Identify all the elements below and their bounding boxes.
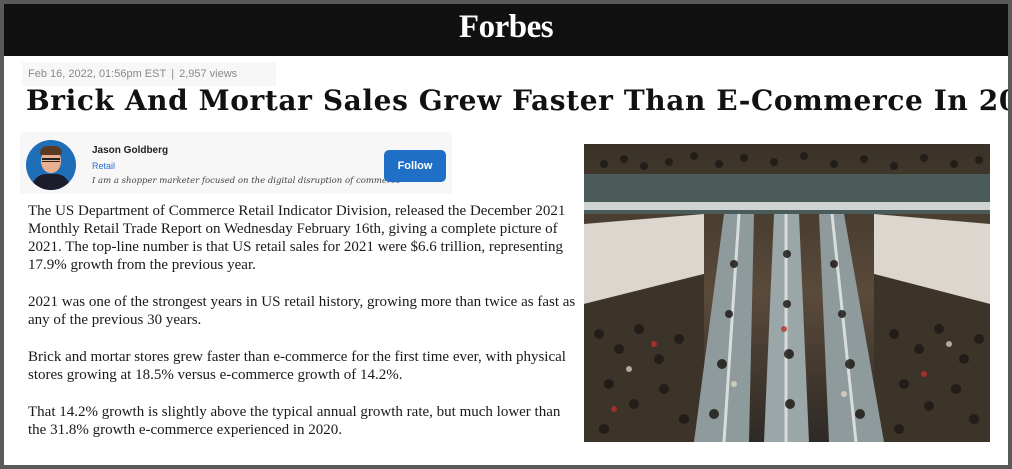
follow-button[interactable]: Follow bbox=[384, 150, 446, 182]
paragraph: 2021 was one of the strongest years in U… bbox=[28, 294, 576, 328]
article-headline: Brick And Mortar Sales Grew Faster Than … bbox=[26, 84, 1008, 117]
forbes-logo[interactable]: Forbes bbox=[458, 9, 554, 45]
paragraph: That 14.2% growth is slightly above the … bbox=[28, 404, 561, 438]
author-name[interactable]: Jason Goldberg bbox=[92, 145, 169, 156]
paragraph: Brick and mortar stores grew faster than… bbox=[28, 349, 566, 383]
article-meta: Feb 16, 2022, 01:56pm EST | 2,957 views bbox=[22, 62, 276, 86]
author-section-link[interactable]: Retail bbox=[92, 161, 116, 171]
author-bio: I am a shopper marketer focused on the d… bbox=[92, 176, 401, 186]
publish-date: Feb 16, 2022, 01:56pm EST bbox=[28, 68, 167, 80]
author-card: Jason Goldberg Retail I am a shopper mar… bbox=[20, 132, 452, 194]
author-avatar[interactable] bbox=[26, 140, 76, 190]
view-count: 2,957 views bbox=[179, 68, 238, 80]
article-photo bbox=[584, 144, 990, 442]
article-body: The US Department of Commerce Retail Ind… bbox=[28, 202, 578, 458]
mall-escalator-image bbox=[584, 144, 990, 442]
paragraph: The US Department of Commerce Retail Ind… bbox=[28, 203, 566, 273]
meta-separator: | bbox=[171, 68, 175, 80]
masthead: Forbes bbox=[4, 4, 1008, 56]
article-frame: Forbes Feb 16, 2022, 01:56pm EST | 2,957 v… bbox=[4, 4, 1008, 465]
